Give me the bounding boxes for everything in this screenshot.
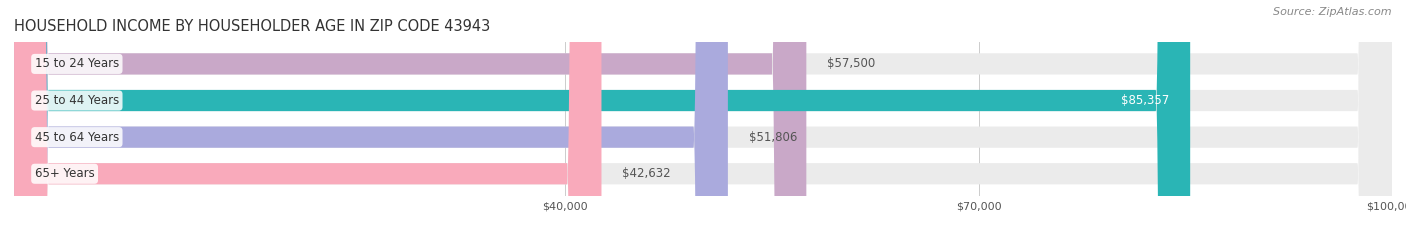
Text: 65+ Years: 65+ Years <box>35 167 94 180</box>
Text: 25 to 44 Years: 25 to 44 Years <box>35 94 120 107</box>
FancyBboxPatch shape <box>14 0 1392 233</box>
Text: $57,500: $57,500 <box>827 57 876 70</box>
FancyBboxPatch shape <box>14 0 1392 233</box>
FancyBboxPatch shape <box>14 0 1392 233</box>
Text: Source: ZipAtlas.com: Source: ZipAtlas.com <box>1274 7 1392 17</box>
FancyBboxPatch shape <box>14 0 807 233</box>
Text: $42,632: $42,632 <box>621 167 671 180</box>
Text: 45 to 64 Years: 45 to 64 Years <box>35 131 120 144</box>
FancyBboxPatch shape <box>14 0 728 233</box>
FancyBboxPatch shape <box>14 0 602 233</box>
FancyBboxPatch shape <box>14 0 1189 233</box>
Text: 15 to 24 Years: 15 to 24 Years <box>35 57 120 70</box>
Text: $51,806: $51,806 <box>748 131 797 144</box>
Text: $85,357: $85,357 <box>1121 94 1170 107</box>
FancyBboxPatch shape <box>14 0 1392 233</box>
Text: HOUSEHOLD INCOME BY HOUSEHOLDER AGE IN ZIP CODE 43943: HOUSEHOLD INCOME BY HOUSEHOLDER AGE IN Z… <box>14 19 491 34</box>
